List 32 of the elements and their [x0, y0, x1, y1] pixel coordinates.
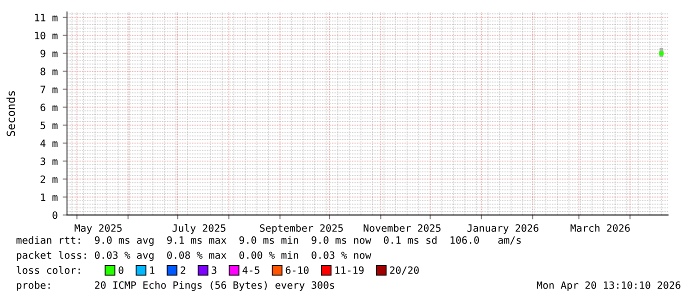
text: packet loss: 0.03 % avg 0.08 % max 0.00 % min 0.03 % now [16, 251, 372, 261]
y-tick-label: 6 m [40, 104, 58, 112]
legend-label: 4-5 [242, 266, 260, 274]
y-tick-label: 4 m [40, 140, 58, 147]
x-tick-label: January 2026 [467, 224, 538, 234]
y-tick-label: 8 m [40, 68, 58, 76]
x-tick-label: March 2026 [570, 224, 630, 232]
x-tick-label: July 2025 [172, 224, 226, 234]
y-axis-title: Seconds [6, 91, 16, 136]
legend-label: 2 [180, 266, 186, 274]
legend-label: 6-10 [286, 266, 309, 274]
y-tick-label: 7 m [40, 86, 58, 94]
legend-label: 1 [150, 266, 154, 274]
legend-label: 0 [118, 266, 124, 274]
legend-label: 20/20 [390, 266, 419, 275]
y-tick-label: 11 m [35, 14, 58, 22]
text: median rtt: 9.0 ms avg 9.1 ms max 9.0 ms min 9.0 ms now 0.1 ms sd 106.0 am/s [16, 236, 521, 246]
y-tick-label: 10 m [35, 32, 58, 40]
text: Mon Apr 20 13:10:10 2026 [536, 281, 680, 291]
y-tick-label: 0 [52, 211, 58, 219]
x-tick-label: September 2025 [260, 224, 343, 234]
y-tick-label: 3 m [40, 158, 58, 166]
legend-label: 3 [212, 266, 216, 274]
text: probe: 20 ICMP Echo Pings (56 Bytes) every 300s [16, 281, 334, 291]
legend-label: 11-19 [335, 266, 364, 274]
x-tick-label: November 2025 [364, 224, 441, 232]
y-tick-label: 2 m [40, 175, 58, 183]
y-tick-label: 9 m [40, 50, 58, 58]
y-tick-label: 1 m [41, 194, 58, 201]
y-tick-label: 5 m [40, 122, 58, 130]
legend-title: loss color: [16, 266, 80, 274]
x-tick-label: May 2025 [74, 224, 122, 234]
